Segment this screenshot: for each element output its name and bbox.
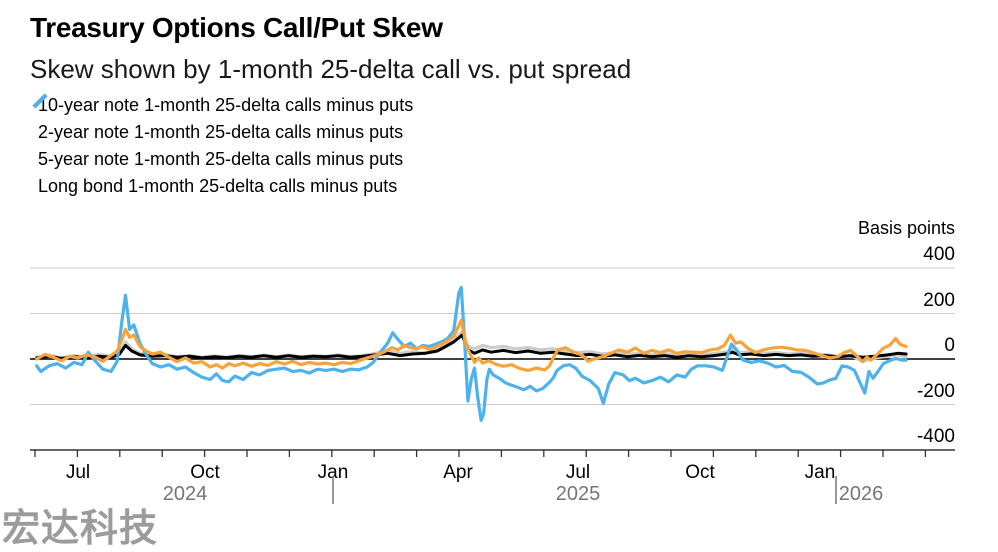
chart-subtitle: Skew shown by 1-month 25-delta call vs. … bbox=[30, 54, 632, 84]
legend: 10-year note 1-month 25-delta calls minu… bbox=[30, 92, 413, 200]
x-tick-label: Jul bbox=[65, 462, 91, 483]
y-tick-label: 400 bbox=[923, 244, 955, 265]
legend-label: 2-year note 1-month 25-delta calls minus… bbox=[38, 122, 404, 142]
year-label: 2025 bbox=[555, 483, 601, 505]
x-tick-label: Jul bbox=[565, 462, 591, 483]
chart-title: Treasury Options Call/Put Skew bbox=[30, 12, 443, 43]
legend-label: 5-year note 1-month 25-delta calls minus… bbox=[38, 149, 404, 169]
y-tick-label: -200 bbox=[916, 380, 955, 402]
watermark: 宏达科技 bbox=[2, 508, 159, 550]
y-tick-label: 200 bbox=[923, 289, 955, 311]
legend-label: 10-year note 1-month 25-delta calls minu… bbox=[38, 95, 414, 115]
year-label: 2026 bbox=[838, 483, 884, 505]
y-tick-label: 0 bbox=[944, 335, 955, 356]
series-line bbox=[35, 285, 908, 422]
legend-item: Long bond 1-month 25-delta calls minus p… bbox=[30, 93, 413, 200]
year-label: 2024 bbox=[162, 483, 208, 505]
series-line bbox=[35, 318, 908, 372]
x-tick-label: Oct bbox=[685, 462, 715, 483]
x-tick-label: Jan bbox=[317, 462, 349, 483]
x-tick-label: Oct bbox=[190, 462, 220, 483]
y-axis-unit-label: Basis points bbox=[857, 218, 955, 238]
y-tick-label: -400 bbox=[916, 426, 955, 447]
legend-swatch-icon bbox=[32, 93, 48, 109]
x-tick-label: Jan bbox=[804, 462, 836, 483]
legend-label: Long bond 1-month 25-delta calls minus p… bbox=[38, 176, 398, 196]
x-tick-label: Apr bbox=[443, 462, 473, 483]
